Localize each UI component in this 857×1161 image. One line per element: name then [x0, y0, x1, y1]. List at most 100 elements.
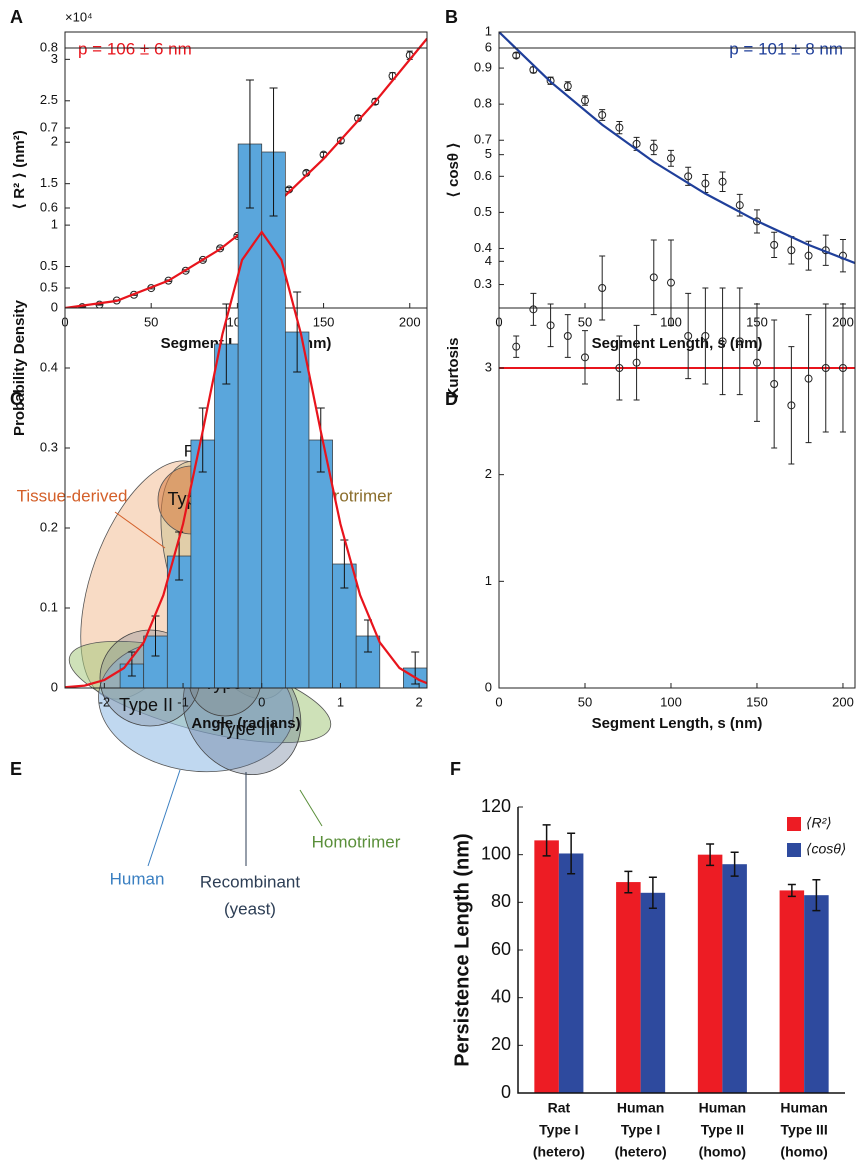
venn-label: Tissue-derived: [17, 486, 128, 505]
panel-letter: F: [450, 759, 461, 779]
leader-line: [114, 511, 166, 549]
data-point: [804, 251, 813, 260]
error-bar: [730, 851, 739, 877]
legend-swatch: [787, 843, 801, 857]
histogram-bar: [284, 331, 310, 688]
y-tick-label: 0.4: [474, 240, 492, 255]
error-bar: [667, 149, 674, 167]
fit-line: [65, 230, 427, 688]
x-axis-title: Angle (radians): [191, 715, 300, 732]
chart-panel: D 0 1 2 3 4 5 6 0 50 100 150 200 Segment Length, s (n…: [445, 39, 856, 732]
error-bar: [530, 292, 537, 326]
error-bar: [702, 287, 709, 385]
venn-label: (yeast): [224, 899, 276, 918]
histogram-bar: [214, 343, 239, 688]
y-tick-label: 0: [51, 679, 58, 694]
y-tick-label: 100: [481, 843, 511, 863]
data-point: [598, 284, 607, 292]
data-point: [701, 179, 710, 188]
data-point: [580, 353, 589, 362]
error-bar: [513, 52, 520, 59]
y-tick-label: 2: [485, 466, 492, 481]
annotation: p = 106 ± 6 nm: [78, 39, 192, 58]
error-bar: [293, 291, 302, 373]
x-tick-label: 150: [746, 694, 768, 709]
y-tick-label: 3: [51, 51, 58, 66]
data-point: [615, 123, 624, 132]
venn-type-label: Type II: [119, 695, 173, 715]
data-point: [598, 110, 607, 119]
error-bar: [839, 303, 846, 433]
x-tick-label: 200: [399, 314, 421, 329]
error-bar: [564, 314, 571, 358]
error-bar: [685, 292, 692, 380]
data-point: [821, 364, 830, 372]
x-category-label: Type I: [621, 1122, 660, 1138]
y-tick-label: 0.7: [474, 132, 492, 147]
data-point: [546, 321, 555, 330]
plot-area: [499, 239, 855, 465]
x-category-label: Type II: [701, 1122, 744, 1138]
y-tick-label: 0.8: [474, 96, 492, 111]
y-tick-label: 60: [491, 939, 511, 959]
error-bar: [650, 139, 657, 156]
y-tick-label: 2.5: [40, 92, 58, 107]
data-point: [684, 172, 693, 181]
y-tick-label: 40: [491, 986, 511, 1006]
venn-type-label: Type III: [216, 719, 275, 739]
bar: [640, 892, 666, 1093]
x-tick-label: 50: [578, 314, 592, 329]
error-bar: [616, 120, 623, 135]
bar: [558, 853, 584, 1093]
error-bar: [822, 303, 829, 433]
leader-line: [299, 789, 323, 827]
error-bar: [805, 314, 812, 444]
error-bar: [706, 843, 715, 867]
y-tick-label: 1.5: [40, 175, 58, 190]
x-tick-label: 1: [337, 694, 344, 709]
x-category-label: (homo): [780, 1144, 827, 1160]
data-point: [666, 154, 675, 163]
error-bar: [567, 832, 576, 875]
data-point: [666, 278, 675, 287]
data-point: [216, 244, 225, 253]
error-bar: [581, 330, 588, 385]
data-point: [735, 337, 744, 346]
x-tick-label: -2: [99, 694, 111, 709]
data-point: [336, 136, 345, 145]
error-bar: [805, 240, 812, 271]
x-axis-title: Segment Length, s (nm): [592, 715, 763, 732]
y-tick-label: 0.6: [474, 168, 492, 183]
y-axis-title: ⟨ R² ⟩ (nm²): [11, 130, 28, 210]
data-point: [752, 217, 761, 226]
data-point: [770, 380, 779, 388]
y-tick-label: 0: [51, 299, 58, 314]
x-tick-label: 0: [495, 694, 502, 709]
error-bar: [650, 239, 657, 316]
x-category-label: Type I: [539, 1122, 578, 1138]
error-bar: [513, 335, 520, 358]
y-multiplier: ×10⁴: [65, 9, 93, 24]
error-bar: [822, 234, 829, 266]
data-point: [684, 332, 693, 340]
annotation: p = 101 ± 8 nm: [729, 39, 843, 58]
error-bar: [667, 239, 674, 326]
x-tick-label: -1: [177, 694, 189, 709]
y-tick-label: 1: [51, 217, 58, 232]
histogram-bar: [237, 143, 263, 688]
error-bar: [245, 79, 254, 209]
error-bar: [839, 238, 846, 273]
y-tick-label: 0.5: [40, 279, 58, 294]
histogram-bar: [308, 439, 333, 688]
plot-frame: [64, 47, 428, 689]
data-point: [838, 364, 847, 372]
x-category-label: Type III: [781, 1122, 828, 1138]
bar: [534, 840, 559, 1093]
x-tick-label: 100: [660, 694, 682, 709]
data-point: [718, 177, 727, 186]
x-category-label: Rat: [548, 1100, 571, 1116]
y-tick-label: 0: [485, 679, 492, 694]
y-tick-label: 3: [485, 359, 492, 374]
x-tick-label: 50: [144, 314, 158, 329]
